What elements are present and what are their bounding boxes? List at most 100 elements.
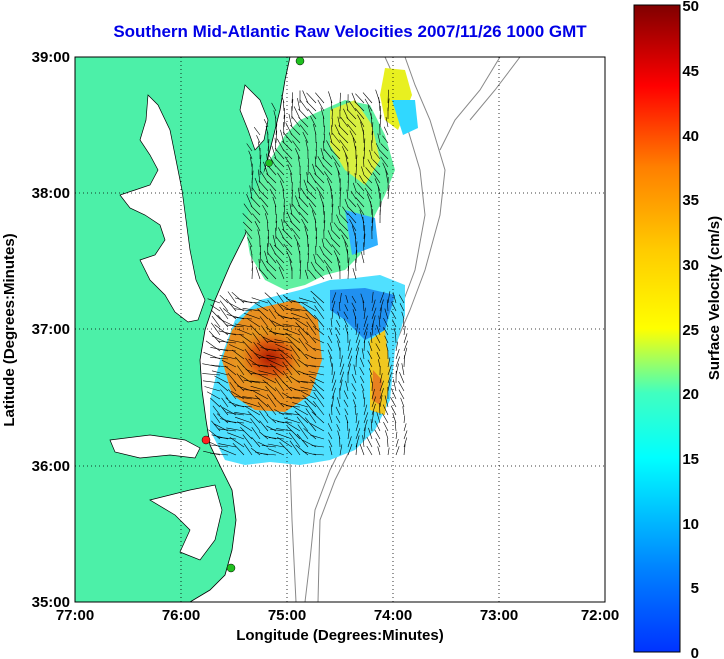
velocity-vector — [290, 308, 309, 312]
velocity-vector — [363, 404, 368, 416]
velocity-vector — [325, 238, 333, 248]
colorbar-ticks: 50 45 40 35 30 25 20 15 10 5 0 — [682, 0, 699, 659]
velocity-vector — [214, 324, 229, 336]
velocity-vector — [251, 187, 261, 200]
velocity-vector — [290, 212, 301, 224]
velocity-vector — [274, 137, 277, 152]
velocity-vector — [310, 423, 325, 432]
velocity-vector — [309, 365, 325, 368]
velocity-vector — [236, 373, 245, 384]
velocity-vector — [384, 335, 389, 344]
velocity-vector — [347, 363, 351, 376]
velocity-vector — [335, 415, 341, 424]
velocity-vector — [334, 162, 341, 176]
velocity-vector — [282, 323, 301, 328]
velocity-vector — [313, 325, 325, 336]
velocity-vector — [257, 141, 261, 152]
velocity-vector — [385, 169, 389, 184]
velocity-vector — [315, 142, 317, 152]
velocity-vector — [378, 97, 381, 112]
velocity-vector — [293, 234, 301, 248]
velocity-vector — [226, 412, 245, 416]
velocity-vector — [374, 429, 381, 440]
velocity-vector — [331, 379, 337, 392]
velocity-vector — [224, 365, 237, 376]
velocity-vector — [371, 388, 375, 400]
velocity-vector — [283, 101, 285, 112]
x-tick-labels: 77:00 76:00 75:00 74:00 73:00 72:00 — [56, 607, 619, 624]
velocity-vector — [391, 301, 397, 312]
velocity-vector — [255, 266, 261, 280]
velocity-vector — [371, 315, 376, 328]
velocity-vector — [371, 403, 376, 416]
velocity-vector — [387, 372, 392, 384]
velocity-vector — [371, 217, 374, 232]
velocity-vector — [379, 299, 384, 312]
velocity-vector — [298, 116, 309, 128]
velocity-vector — [339, 92, 341, 104]
velocity-vector — [306, 100, 317, 112]
velocity-vector — [339, 139, 349, 152]
velocity-vector — [379, 373, 383, 384]
velocity-vector — [363, 323, 369, 336]
velocity-vector — [395, 439, 399, 448]
velocity-vector — [336, 424, 341, 432]
velocity-vector — [347, 257, 350, 272]
velocity-vector — [226, 427, 245, 432]
velocity-vector — [355, 339, 361, 352]
velocity-vector — [333, 250, 341, 264]
velocity-vector — [363, 181, 373, 192]
velocity-vector — [339, 293, 342, 304]
velocity-vector — [306, 172, 309, 184]
plot-frame — [74, 56, 606, 603]
velocity-vector — [221, 359, 237, 368]
velocity-vector — [300, 188, 309, 200]
velocity-vector — [242, 221, 253, 232]
velocity-vector — [289, 220, 301, 232]
velocity-vector — [347, 355, 353, 368]
velocity-vector — [305, 140, 309, 152]
velocity-vector — [355, 412, 358, 424]
velocity-vector — [302, 306, 317, 320]
velocity-vector — [272, 196, 277, 208]
grid-lines — [75, 57, 605, 602]
velocity-vector — [210, 304, 221, 312]
velocity-vector — [327, 335, 333, 344]
velocity-vector — [337, 311, 341, 320]
x-tick: 73:00 — [480, 607, 518, 624]
velocity-vector — [375, 438, 381, 448]
velocity-vector — [310, 115, 317, 128]
velocity-vector — [359, 375, 365, 384]
velocity-vector — [269, 330, 285, 336]
velocity-vector — [308, 202, 317, 216]
velocity-vector — [259, 357, 277, 360]
velocity-vector — [261, 445, 277, 448]
velocity-vector — [315, 92, 325, 104]
velocity-vector — [343, 318, 349, 328]
velocity-vector — [363, 412, 369, 424]
velocity-vector — [290, 124, 301, 136]
velocity-vector — [362, 390, 365, 400]
velocity-vector — [298, 337, 309, 352]
velocity-vector — [284, 156, 293, 168]
delaware-bay — [239, 84, 269, 151]
velocity-vector — [275, 205, 277, 216]
velocity-vector — [307, 243, 310, 256]
velocity-vector — [355, 241, 358, 256]
albemarle-sound — [109, 434, 201, 459]
velocity-vector — [242, 213, 253, 224]
velocity-vector — [403, 430, 408, 440]
velocity-vector — [331, 404, 333, 416]
velocity-vector — [362, 216, 365, 232]
velocity-vector — [403, 325, 406, 336]
velocity-vector — [313, 314, 325, 328]
velocity-vector — [292, 140, 301, 152]
velocity-vector — [231, 291, 245, 304]
velocity-vector — [347, 436, 352, 448]
velocity-vector — [271, 102, 277, 112]
velocity-vector — [304, 417, 317, 432]
velocity-vector — [202, 380, 221, 384]
velocity-vector — [289, 203, 293, 216]
velocity-vector — [275, 324, 293, 328]
